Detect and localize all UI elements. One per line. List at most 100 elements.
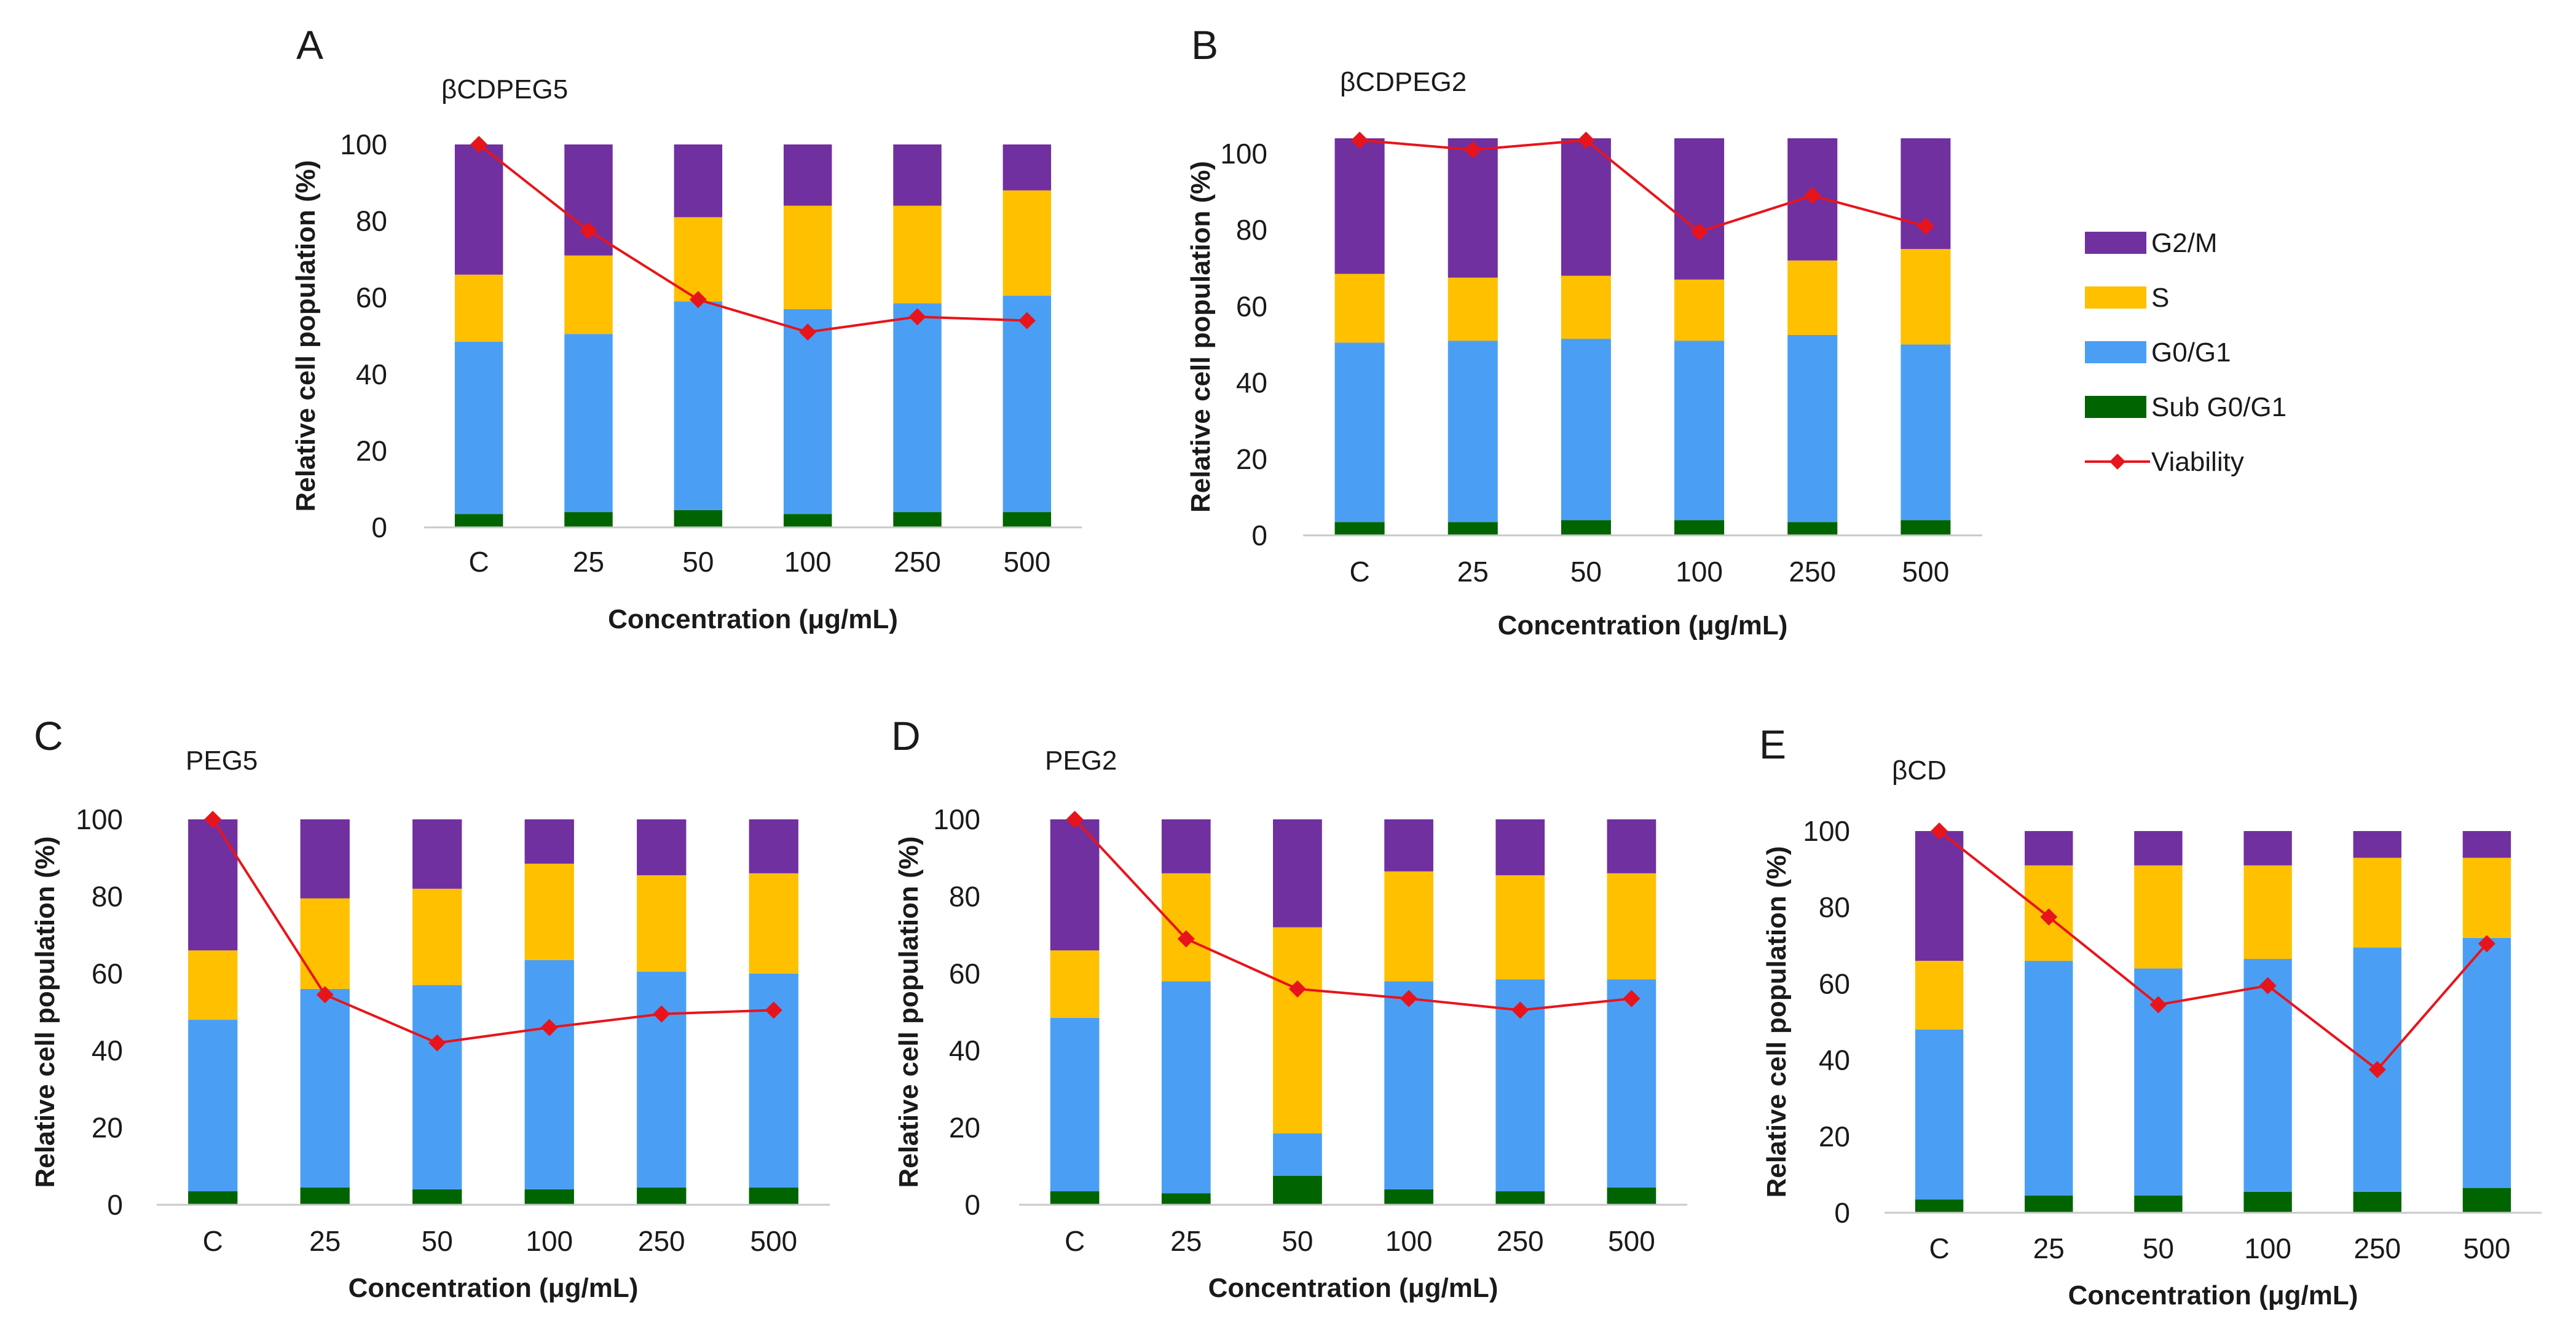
legend: G2/M S G0/G1 Sub G0/G1 Viability [2085,228,2286,477]
bar-sub-250 [1495,1191,1545,1205]
legend-swatch-s [2085,286,2146,309]
bar-g0g1-100 [524,960,574,1189]
viability-point-25 [580,222,597,240]
y-axis-title: Relative cell population (%) [291,160,321,511]
viability-point-c [1931,822,1948,840]
y-tick-label: 80 [1236,214,1267,246]
viability-line [478,143,1027,334]
y-tick-label: 0 [371,511,387,543]
y-tick-label: 60 [949,958,980,990]
bar-g0g1-25 [300,988,350,1188]
viability-point-100 [1400,990,1418,1007]
bar-s-100 [524,864,574,960]
y-axis-title: Relative cell population (%) [30,836,60,1188]
x-tick-label: 25 [1170,1225,1202,1257]
bar-g0g1-50 [412,985,462,1189]
bar-s-500 [1002,190,1052,296]
viability-point-250 [653,1005,671,1023]
bar-g2m-100 [2243,831,2292,865]
viability-point-500 [1018,312,1036,329]
viability-line [1938,830,2488,1071]
y-tick-label: 0 [964,1189,980,1221]
bar-g2m-c [188,819,238,951]
bar-g2m-100 [1384,819,1433,872]
bar-sub-50 [1561,520,1611,535]
y-tick-label: 100 [76,803,123,835]
legend-swatch-sub [2085,396,2146,418]
viability-point-50 [1288,980,1306,998]
bar-g2m-50 [674,144,723,218]
x-tick-label: 25 [309,1225,341,1257]
bar-g0g1-25 [564,334,613,513]
bar-g2m-50 [1273,819,1322,928]
x-tick-label: 25 [2033,1232,2065,1264]
y-axis-title: Relative cell population (%) [894,836,924,1188]
bar-g0g1-c [1915,1029,1964,1200]
bar-s-c [1050,950,1100,1018]
bar-g2m-25 [1448,138,1498,278]
y-tick-label: 60 [356,282,387,313]
legend-label-sub: Sub G0/G1 [2151,392,2286,422]
viability-point-c [1351,132,1369,149]
x-tick-label: 250 [1789,556,1836,588]
x-tick-label: 250 [894,546,941,578]
bar-s-50 [412,888,462,985]
panel-letter: A [296,22,323,68]
bar-sub-25 [300,1187,350,1205]
x-axis-title: Concentration (μg/mL) [1208,1273,1499,1303]
viability-point-100 [540,1019,558,1036]
bar-sub-50 [2134,1196,2183,1213]
y-tick-label: 0 [1834,1197,1850,1229]
bar-sub-50 [412,1189,462,1205]
bar-g0g1-25 [1161,981,1211,1194]
x-tick-label: 50 [1282,1225,1313,1257]
y-tick-label: 20 [1236,443,1267,475]
bar-sub-c [1915,1199,1964,1213]
panel-letter: D [891,713,921,759]
viability-line [211,818,774,1044]
bar-g2m-25 [300,819,350,899]
bar-s-250 [2353,857,2401,948]
viability-point-25 [316,986,334,1004]
bar-g0g1-500 [1002,296,1052,513]
panel-title: PEG2 [1045,746,1117,776]
viability-line [1359,139,1926,234]
bar-g0g1-25 [1448,341,1498,522]
bar-g2m-25 [2025,831,2073,865]
y-tick-label: 60 [1819,968,1850,999]
bar-sub-500 [1607,1187,1656,1205]
y-axis-title: Relative cell population (%) [1186,161,1216,513]
legend-label-viability: Viability [2151,447,2244,477]
bar-s-50 [1561,275,1611,339]
x-tick-label: 50 [682,546,714,578]
bar-g0g1-250 [637,971,687,1188]
y-tick-label: 40 [92,1035,123,1066]
x-tick-label: 50 [422,1225,453,1257]
viability-point-250 [908,308,926,326]
bar-g2m-100 [783,144,832,206]
y-tick-label: 100 [1220,138,1267,170]
bar-s-25 [1448,277,1498,341]
panel-letter: E [1759,722,1786,767]
bar-sub-50 [674,510,723,527]
bar-s-500 [1900,249,1951,345]
x-tick-label: 50 [2143,1232,2174,1264]
viability-point-25 [1177,930,1195,948]
viability-point-25 [2040,908,2058,926]
bar-g2m-250 [893,144,942,206]
bar-g0g1-250 [1787,334,1838,522]
x-tick-label: 500 [1003,546,1050,578]
legend-swatch-g0g1 [2085,341,2146,363]
bar-sub-c [1334,522,1385,535]
y-tick-label: 20 [92,1112,123,1144]
bar-s-250 [1787,260,1838,335]
bar-s-100 [783,205,832,309]
x-axis-title: Concentration (μg/mL) [2068,1280,2358,1310]
bar-s-100 [1384,871,1433,982]
x-tick-label: 250 [2353,1232,2401,1264]
viability-point-500 [1916,217,1934,235]
y-tick-label: 80 [356,205,387,237]
bar-g2m-250 [2353,831,2401,858]
